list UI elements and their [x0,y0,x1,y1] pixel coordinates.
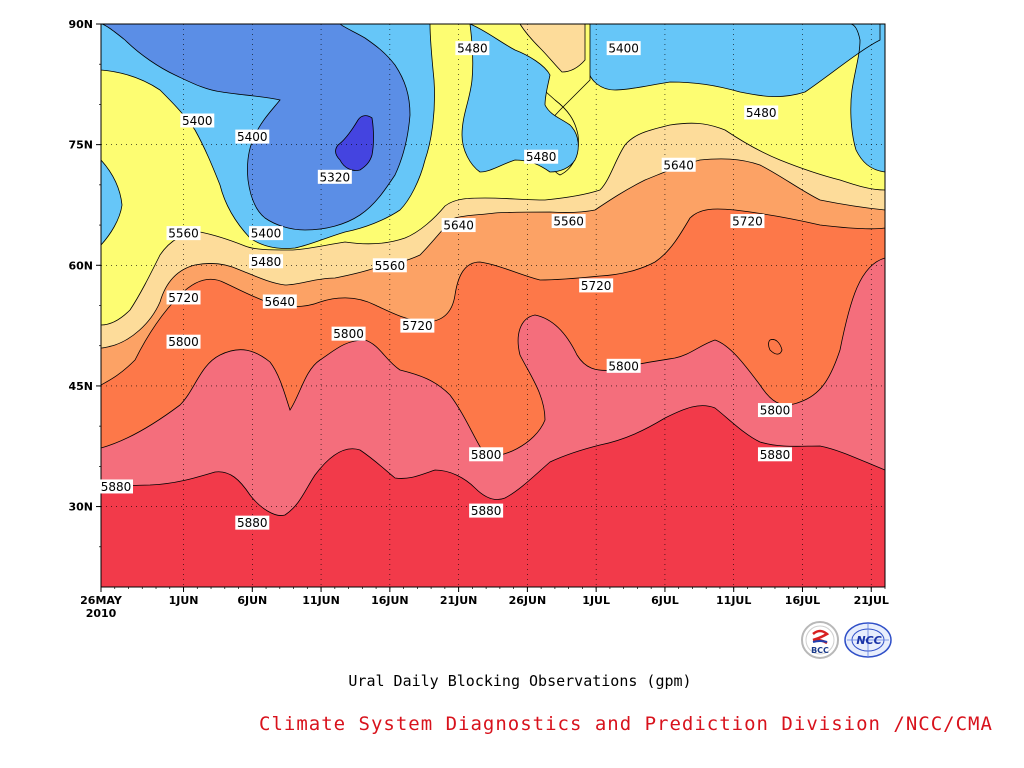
ncc-logo: NCC [844,622,892,658]
contour-label: 5720 [400,318,435,333]
contour-label: 5480 [524,149,559,164]
svg-text:5720: 5720 [732,215,763,229]
grid-lines [101,24,885,587]
svg-text:5400: 5400 [251,227,282,241]
svg-text:5800: 5800 [471,448,502,462]
contour-label: 5800 [606,358,641,373]
svg-text:5800: 5800 [168,335,199,349]
x-tick-label: 26MAY [80,594,123,607]
svg-text:5640: 5640 [265,295,296,309]
x-tick-label: 21JUN [440,594,478,607]
svg-text:5720: 5720 [581,279,612,293]
contour-label: 5800 [331,326,366,341]
svg-text:5400: 5400 [608,42,639,56]
contour-label: 5800 [469,447,504,462]
svg-text:5560: 5560 [168,227,199,241]
contour-label: 5480 [455,41,490,56]
svg-text:5400: 5400 [182,114,213,128]
contour-label: 5880 [757,447,792,462]
svg-text:5720: 5720 [168,291,199,305]
x-tick-label: 11JUN [302,594,340,607]
contour-label: 5480 [744,105,779,120]
contour-band [461,24,579,173]
contour-label: 5640 [262,294,297,309]
contour-label: 5880 [99,479,133,494]
x-tick-label: 1JUL [582,594,610,607]
contour-band [519,24,586,73]
svg-text:5400: 5400 [237,130,268,144]
svg-text:5800: 5800 [760,404,791,418]
contour-band [335,115,374,171]
x-tick-label: 16JUL [785,594,820,607]
contour-label: 5480 [249,254,284,269]
contour-label: 5400 [249,226,284,241]
contour-label: 5640 [661,157,696,172]
svg-text:5640: 5640 [443,219,474,233]
chart-subtitle: Ural Daily Blocking Observations (gpm) [348,672,692,690]
x-tick-label: 1JUN [169,594,199,607]
contour-label: 5400 [235,129,270,144]
svg-text:5480: 5480 [526,150,557,164]
contour-label: 5880 [235,515,270,530]
contour-label: 5720 [166,290,201,305]
x-tick-label: 26JUN [509,594,547,607]
contour-label: 5800 [166,334,201,349]
svg-text:5720: 5720 [402,319,433,333]
credit-line: Climate System Diagnostics and Predictio… [259,713,993,735]
y-tick-label: 60N [68,259,93,272]
contour-band [768,339,783,355]
svg-text:5880: 5880 [237,516,268,530]
contour-label: 5320 [317,169,352,184]
contour-label: 5560 [551,214,586,229]
svg-text:5560: 5560 [375,259,406,273]
svg-text:5800: 5800 [333,327,364,341]
bcc-logo-text: BCC [811,646,829,655]
contour-label: 5880 [469,503,504,518]
svg-text:5640: 5640 [663,158,694,172]
y-tick-label: 30N [68,501,93,514]
svg-text:5880: 5880 [471,504,502,518]
x-tick-label: 16JUN [371,594,409,607]
contour-label: 5640 [441,218,476,233]
x-tick-label: 6JUN [237,594,267,607]
y-tick-label: 45N [68,380,93,393]
svg-text:5320: 5320 [320,170,351,184]
x-tick-label: 21JUL [854,594,889,607]
x-tick-label: 11JUL [716,594,751,607]
contour-labels: 5400 5400 5320 5400 5560 5480 5560 5720 5640 5800… [99,41,792,530]
svg-text:5800: 5800 [608,359,639,373]
svg-text:5880: 5880 [101,480,132,494]
bcc-logo: BCC [801,621,839,659]
y-tick-label: 75N [68,139,93,152]
contour-label: 5720 [730,214,765,229]
svg-text:5880: 5880 [760,448,791,462]
ncc-logo-text: NCC [856,634,881,647]
contour-label: 5400 [180,113,215,128]
contour-label: 5800 [757,403,792,418]
svg-text:5480: 5480 [457,42,488,56]
x-tick-label: 2010 [86,607,117,620]
contour-label: 5560 [372,258,407,273]
svg-text:5480: 5480 [746,106,777,120]
x-tick-label: 6JUL [651,594,679,607]
svg-text:5560: 5560 [553,215,584,229]
y-tick-label: 90N [68,18,93,31]
contour-label: 5720 [579,278,614,293]
contour-label: 5560 [166,226,201,241]
contour-band [101,405,885,587]
svg-text:5480: 5480 [251,255,282,269]
contour-label: 5400 [606,41,641,56]
